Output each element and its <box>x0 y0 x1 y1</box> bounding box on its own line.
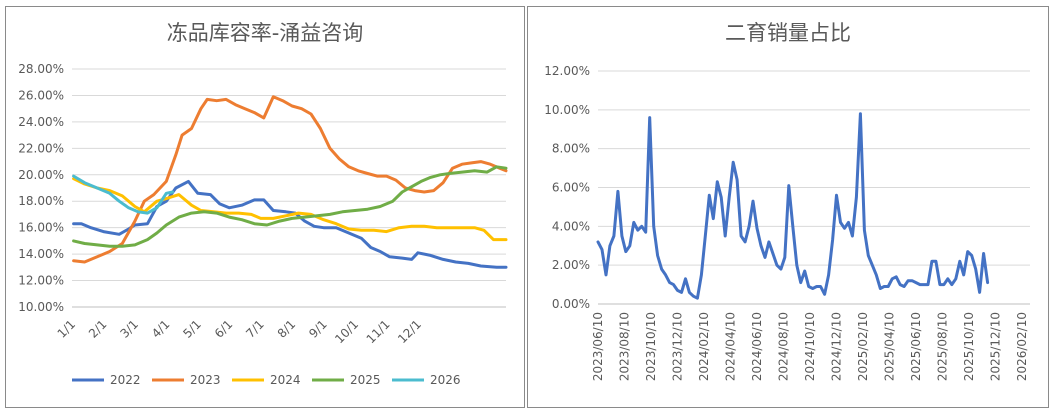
y-tick-label: 22.00% <box>18 141 64 155</box>
gridlines <box>598 70 1030 305</box>
x-tick-label: 10/1 <box>332 317 361 346</box>
x-tick-label: 4/1 <box>149 317 173 341</box>
y-axis-ticks: 12.00% 10.00% 8.00% 6.00% 4.00% 2.00% 0.00% <box>544 64 590 311</box>
y-tick-label: 20.00% <box>18 168 64 182</box>
y-tick-label: 18.00% <box>18 194 64 208</box>
chart-svg-left: 冻品库容率-涌益咨询 28.00% 26.00% 24.00% 22.00% 20.00… <box>18 21 508 387</box>
x-tick-label: 2023/08/10 <box>618 312 632 381</box>
series-line-2025 <box>72 165 508 248</box>
x-tick-label: 2025/08/10 <box>936 312 950 381</box>
x-tick-label: 2025/04/10 <box>883 312 897 381</box>
y-tick-label: 26.00% <box>18 88 64 102</box>
x-tick-label: 2023/12/10 <box>671 312 685 381</box>
x-tick-label: 2023/06/10 <box>591 312 605 381</box>
x-tick-label: 7/1 <box>243 317 267 341</box>
y-tick-label: 10.00% <box>18 300 64 314</box>
legend: 2022 2023 2024 2025 2026 <box>72 373 461 387</box>
x-axis-ticks: 2023/06/10 2023/08/10 2023/10/10 2023/12/10… <box>591 312 1029 381</box>
x-tick-label: 8/1 <box>275 317 299 341</box>
x-tick-label: 11/1 <box>364 317 393 346</box>
series-lines <box>72 95 508 269</box>
chart-title: 二育销量占比 <box>725 21 851 45</box>
x-tick-label: 12/1 <box>395 317 424 346</box>
y-tick-label: 4.00% <box>552 219 590 233</box>
series-line <box>596 112 990 300</box>
x-tick-label: 2025/12/10 <box>989 312 1003 381</box>
y-axis-ticks: 28.00% 26.00% 24.00% 22.00% 20.00% 18.00% 16.0… <box>18 62 64 314</box>
x-tick-label: 2024/08/10 <box>777 312 791 381</box>
x-axis-ticks: 1/1 2/1 3/1 4/1 5/1 6/1 7/1 8/1 9/1 10/1 11/1 12/1 <box>55 317 424 346</box>
y-tick-label: 0.00% <box>552 297 590 311</box>
legend-label: 2023 <box>190 373 221 387</box>
x-tick-label: 2/1 <box>86 317 110 341</box>
series-lines <box>596 112 990 300</box>
legend-label: 2024 <box>270 373 301 387</box>
chart-title: 冻品库容率-涌益咨询 <box>167 21 364 45</box>
series-line-2026 <box>72 174 175 215</box>
x-tick-label: 2024/10/10 <box>803 312 817 381</box>
x-tick-label: 6/1 <box>212 317 236 341</box>
series-line-2023 <box>72 95 508 264</box>
x-tick-label: 5/1 <box>180 317 204 341</box>
y-tick-label: 6.00% <box>552 181 590 195</box>
y-tick-label: 8.00% <box>552 142 590 156</box>
chart-panel-left: 冻品库容率-涌益咨询 28.00% 26.00% 24.00% 22.00% 20.00… <box>5 6 525 408</box>
legend-label: 2026 <box>430 373 461 387</box>
y-tick-label: 12.00% <box>18 274 64 288</box>
x-tick-label: 2025/02/10 <box>856 312 870 381</box>
chart-svg-right: 二育销量占比 12.00% 10.00% 8.00% 6.00% 4.00% 2.00% 0… <box>544 21 1030 381</box>
x-tick-label: 3/1 <box>117 317 141 341</box>
x-tick-label: 2025/10/10 <box>962 312 976 381</box>
y-tick-label: 12.00% <box>544 64 590 78</box>
y-tick-label: 28.00% <box>18 62 64 76</box>
y-tick-label: 10.00% <box>544 103 590 117</box>
y-tick-label: 14.00% <box>18 247 64 261</box>
x-tick-label: 2025/06/10 <box>909 312 923 381</box>
x-tick-label: 2024/06/10 <box>750 312 764 381</box>
series-line-2022 <box>72 179 508 269</box>
x-tick-label: 2024/02/10 <box>697 312 711 381</box>
x-tick-label: 2024/12/10 <box>830 312 844 381</box>
x-tick-label: 9/1 <box>306 317 330 341</box>
legend-label: 2022 <box>110 373 141 387</box>
y-tick-label: 16.00% <box>18 221 64 235</box>
y-tick-label: 24.00% <box>18 115 64 129</box>
y-tick-label: 2.00% <box>552 258 590 272</box>
x-tick-label: 2026/02/10 <box>1015 312 1029 381</box>
legend-label: 2025 <box>350 373 381 387</box>
x-tick-label: 1/1 <box>55 317 79 341</box>
x-tick-label: 2024/04/10 <box>724 312 738 381</box>
series-line-2024 <box>72 177 508 242</box>
chart-panel-right: 二育销量占比 12.00% 10.00% 8.00% 6.00% 4.00% 2.00% 0… <box>527 6 1049 408</box>
x-tick-label: 2023/10/10 <box>644 312 658 381</box>
